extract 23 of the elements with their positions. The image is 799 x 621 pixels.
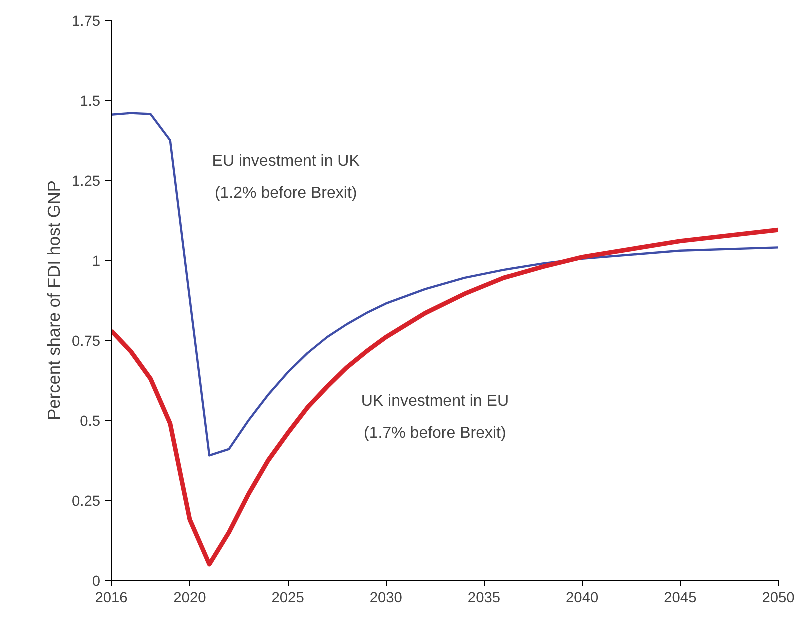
x-tick-label: 2016: [95, 590, 128, 606]
x-tick-label: 2045: [664, 590, 697, 606]
text: EU investment in UK: [212, 152, 360, 170]
y-tick-label: 1.25: [72, 174, 101, 190]
annotation: (1.2% before Brexit): [214, 184, 358, 202]
y-tick-label: 0.25: [72, 494, 101, 510]
line-series: [112, 228, 778, 567]
x-tick-label: 2035: [468, 590, 501, 606]
x-tick-label: 2020: [174, 590, 206, 606]
y-tick-label: 0.5: [80, 414, 100, 430]
y-tick-label: 1.75: [72, 14, 101, 30]
series-label: UK investment in EU: [361, 392, 509, 410]
y-tick-label: 0: [92, 574, 101, 590]
y-tick-label: 1.5: [80, 94, 100, 110]
x-tick-label: 2040: [566, 590, 599, 606]
x-tick-label: 2030: [370, 590, 402, 606]
x-tick-label: 2050: [762, 590, 795, 606]
annotation: (1.7% before Brexit): [364, 424, 506, 442]
y-tick-label: 0.75: [72, 334, 101, 350]
y-tick-label: 1: [92, 254, 101, 270]
x-tick-label: 2025: [272, 590, 304, 606]
y-axis-title: Percent share of FDI host GNP: [44, 180, 64, 420]
line-series: [112, 112, 778, 457]
